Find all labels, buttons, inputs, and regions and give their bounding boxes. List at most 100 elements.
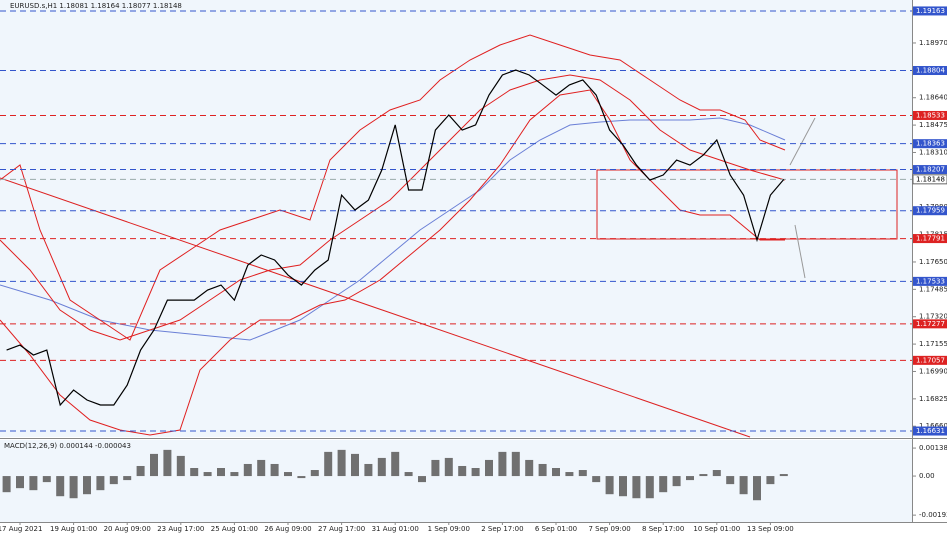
level-label: 1.19163 — [916, 7, 945, 15]
level-box — [913, 110, 947, 120]
x-tick-label: 31 Aug 01:00 — [372, 525, 419, 533]
x-tick-label: 8 Sep 17:00 — [642, 525, 684, 533]
macd-title: MACD(12,26,9) 0.000144 -0.000043 — [4, 442, 131, 450]
x-tick-label: 26 Aug 09:00 — [264, 525, 311, 533]
y-tick-label: -0.001939 — [919, 511, 947, 519]
macd-bar — [699, 474, 708, 477]
level-label: 1.16631 — [916, 427, 945, 435]
macd-bar — [230, 472, 239, 477]
macd-bar — [176, 455, 185, 477]
arrow-down — [794, 224, 806, 279]
macd-bar — [458, 465, 467, 477]
level-box — [913, 66, 947, 76]
y-tick-label: 1.16990 — [919, 367, 947, 375]
macd-bar — [726, 476, 735, 485]
level-label: 1.18804 — [916, 67, 945, 75]
macd-bar — [753, 476, 761, 501]
macd-bar — [56, 476, 65, 497]
macd-bar — [83, 476, 91, 495]
macd-bar — [592, 476, 601, 483]
x-tick-label: 2 Sep 17:00 — [481, 525, 523, 533]
macd-bar — [150, 453, 158, 477]
macd-bar — [431, 459, 440, 477]
macd-bar — [364, 463, 373, 477]
macd-bar — [243, 463, 252, 477]
macd-bar — [217, 468, 225, 477]
x-tick-label: 1 Sep 09:00 — [428, 525, 470, 533]
macd-bar — [16, 476, 24, 489]
macd-bar — [525, 459, 534, 477]
lower-band — [0, 89, 785, 436]
macd-bar — [109, 476, 118, 485]
macd-bar — [69, 476, 78, 499]
macd-bar — [538, 463, 547, 477]
macd-bar — [297, 476, 306, 479]
level-box — [913, 6, 947, 16]
macd-bar — [337, 449, 346, 477]
macd-bar — [578, 470, 587, 477]
x-tick-label: 20 Aug 09:00 — [104, 525, 151, 533]
x-tick-label: 6 Sep 01:00 — [535, 525, 577, 533]
y-tick-label: 1.18475 — [919, 121, 947, 129]
y-tick-label: 1.18970 — [919, 39, 947, 47]
macd-bar — [163, 449, 172, 477]
macd-bar — [444, 457, 453, 477]
y-tick-label: 1.17650 — [919, 258, 947, 266]
macd-bar — [498, 451, 507, 477]
plot: 1.189701.186401.184751.183101.179801.178… — [0, 6, 947, 533]
x-tick-label: 17 Aug 2021 — [0, 525, 42, 533]
macd-bar — [284, 472, 292, 477]
level-box — [913, 319, 947, 329]
x-tick-label: 19 Aug 01:00 — [50, 525, 97, 533]
macd-bar — [686, 476, 694, 481]
level-label: 1.18363 — [916, 140, 945, 148]
y-tick-label: 1.17485 — [919, 285, 947, 293]
middle-band — [0, 74, 786, 341]
macd-panel — [0, 440, 912, 522]
y-tick-label: 1.18310 — [919, 148, 947, 156]
level-box — [913, 234, 947, 244]
macd-bar — [42, 476, 51, 483]
moving-average — [0, 117, 786, 341]
macd-bar — [471, 468, 480, 477]
y-tick-label: 1.16825 — [919, 395, 947, 403]
macd-bar — [29, 476, 38, 491]
macd-bar — [632, 476, 641, 499]
macd-bar — [605, 476, 614, 495]
macd-bar — [418, 476, 426, 483]
y-tick-label: 1.16660 — [919, 422, 947, 430]
level-box — [912, 174, 947, 185]
level-box — [913, 165, 947, 175]
macd-bar — [270, 463, 279, 477]
x-tick-label: 23 Aug 17:00 — [157, 525, 204, 533]
macd-bar — [391, 451, 400, 477]
level-label: 1.18207 — [916, 166, 945, 174]
macd-bar — [712, 470, 721, 477]
y-tick-label: 0.00 — [919, 472, 935, 480]
macd-bar — [136, 465, 145, 477]
y-tick-label: 0.001389 — [919, 444, 947, 452]
level-box — [913, 139, 947, 149]
trend-line — [0, 177, 751, 438]
macd-bar — [2, 476, 11, 493]
macd-bar — [552, 468, 560, 477]
macd-bar — [257, 459, 266, 477]
macd-bar — [779, 474, 788, 477]
macd-bar — [324, 451, 333, 477]
level-label: 1.17959 — [916, 207, 945, 215]
arrow-up — [789, 117, 816, 166]
level-box — [913, 355, 947, 365]
level-box — [913, 206, 947, 216]
macd-bar — [672, 476, 681, 487]
macd-bar — [645, 476, 654, 499]
x-tick-label: 27 Aug 17:00 — [318, 525, 365, 533]
level-label: 1.17057 — [916, 356, 945, 364]
macd-bar — [310, 470, 319, 477]
indicators — [0, 34, 898, 438]
macd-bar — [739, 476, 748, 495]
x-tick-label: 10 Sep 01:00 — [693, 525, 740, 533]
macd-bar — [565, 472, 574, 477]
macd-bar — [619, 476, 627, 497]
macd-bar — [659, 476, 668, 493]
